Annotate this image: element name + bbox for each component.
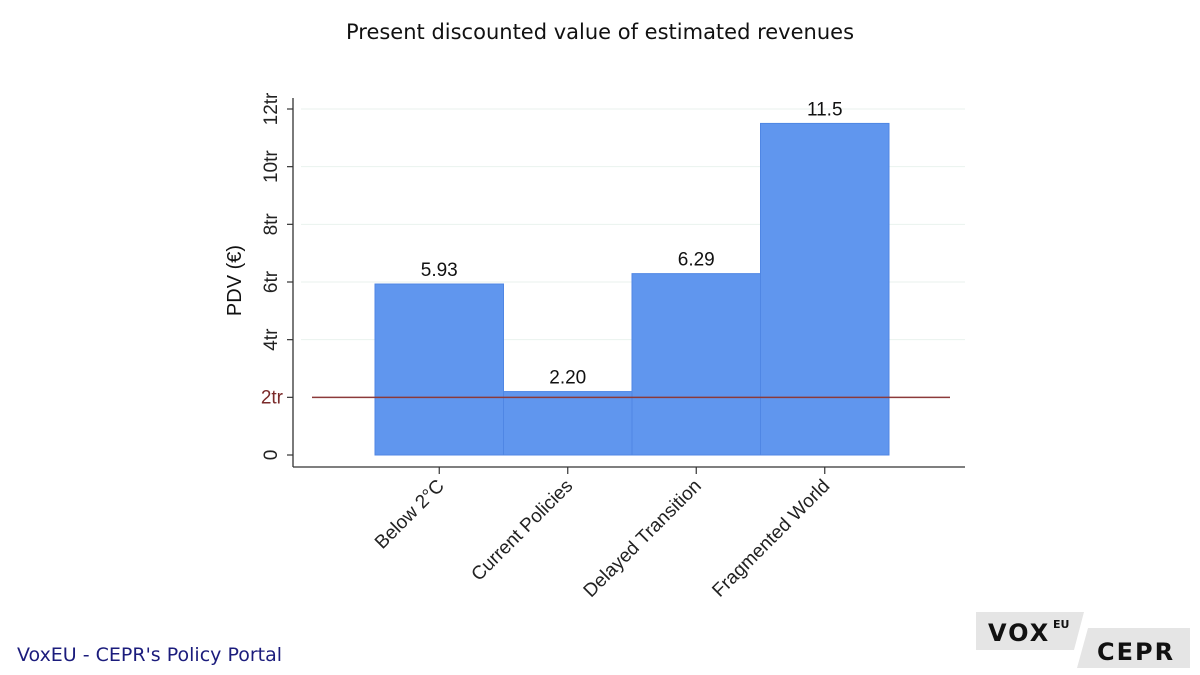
y-tick-label: 4tr [261, 328, 282, 351]
y-tick-label: 6tr [261, 270, 282, 293]
y-tick-label: 12tr [261, 92, 282, 125]
x-category-label: Below 2°C [371, 476, 449, 554]
logo-eu-text: EU [1053, 618, 1069, 631]
bar-value-label: 5.93 [421, 260, 458, 281]
bar [503, 391, 633, 456]
bar-value-label: 6.29 [678, 250, 715, 271]
bar [760, 122, 890, 456]
logo-cepr-panel [1077, 628, 1190, 668]
x-category-label: Current Policies [468, 476, 578, 586]
y-tick-label: 0 [261, 450, 282, 461]
x-category-label: Fragmented World [708, 476, 834, 602]
bar [374, 283, 504, 456]
bar-value-label: 11.5 [807, 99, 843, 120]
bar [631, 273, 761, 456]
y-axis-label: PDV (€) [224, 245, 246, 316]
bar-value-label: 2.20 [549, 368, 586, 389]
voxeu-cepr-logo[interactable]: VOX EU CEPR [976, 612, 1190, 668]
logo-vox-text: VOX [988, 619, 1050, 647]
x-category-label: Delayed Transition [580, 476, 706, 602]
footer-source: VoxEU - CEPR's Policy Portal [17, 644, 283, 666]
logo-vox-panel [976, 612, 1084, 650]
bars [374, 122, 890, 456]
y-tick-label: 8tr [261, 213, 282, 236]
logo-cepr-text: CEPR [1097, 638, 1175, 666]
y-tick-label: 10tr [261, 150, 282, 183]
axes [287, 98, 965, 474]
reference-line-label: 2tr [261, 387, 284, 408]
chart-title: Present discounted value of estimated re… [345, 20, 855, 44]
